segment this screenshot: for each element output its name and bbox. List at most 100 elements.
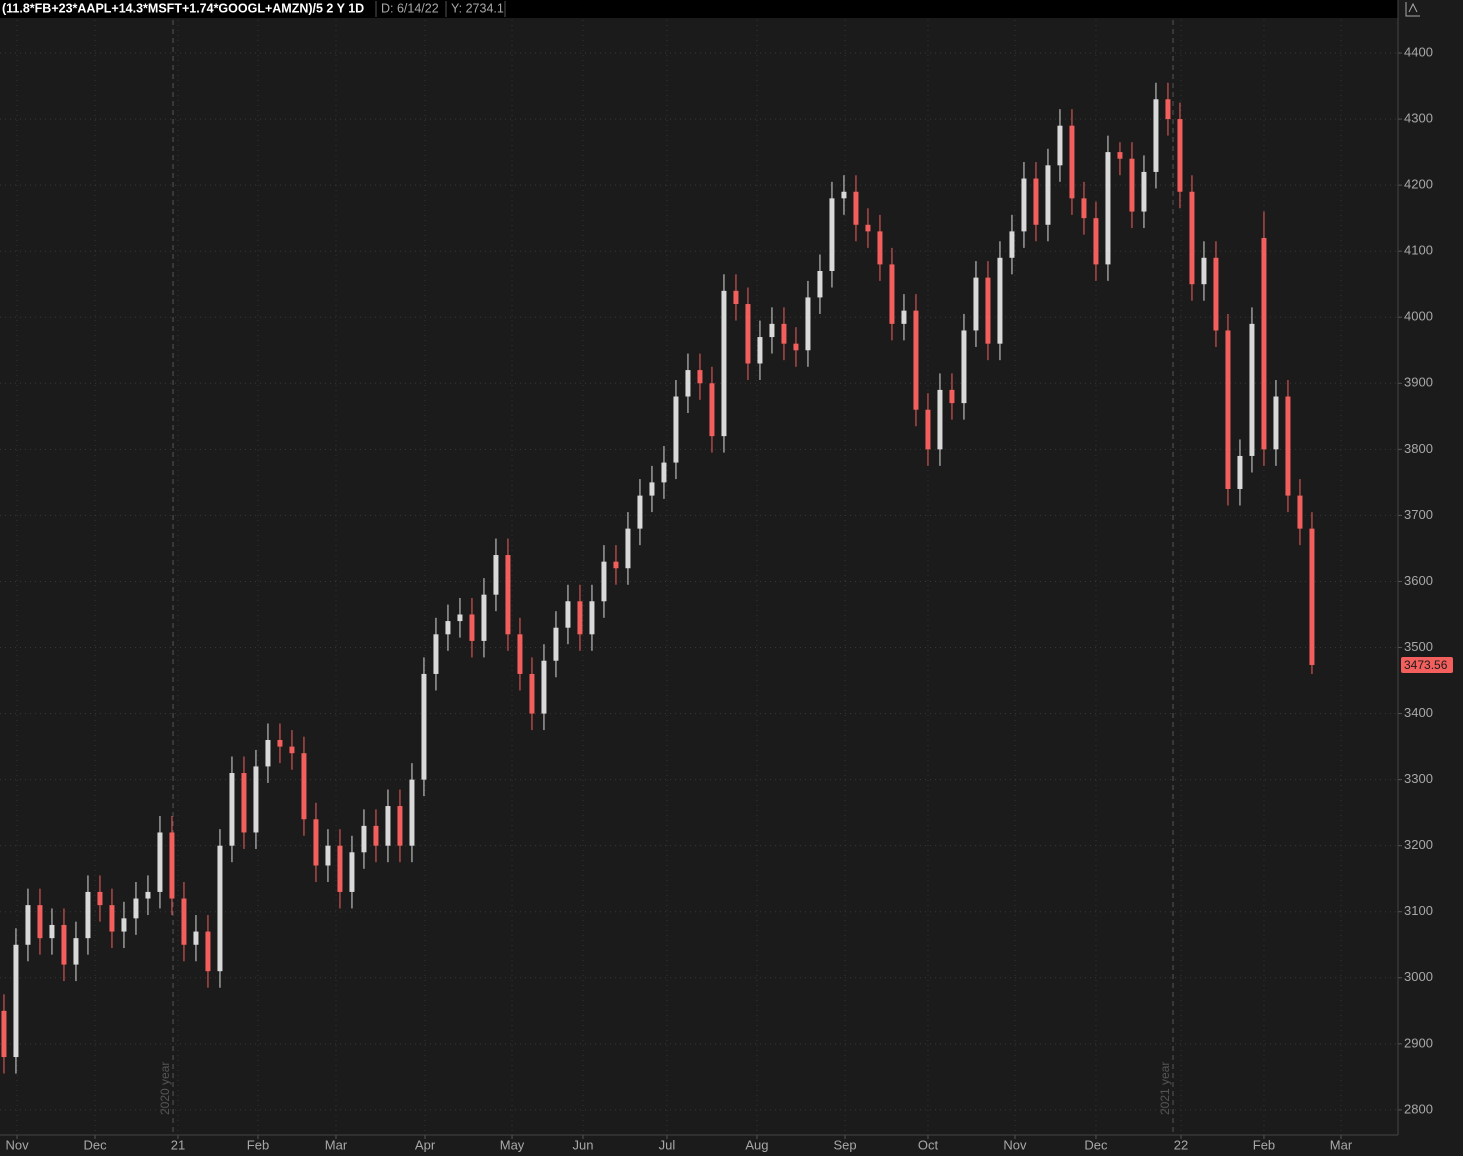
candle-body xyxy=(853,191,859,225)
candle-body xyxy=(49,924,55,939)
candle-body xyxy=(637,495,643,529)
year-label: 2020 year xyxy=(158,1062,172,1115)
candle-body xyxy=(1273,396,1279,450)
x-tick-label: Feb xyxy=(247,1137,269,1152)
scale-icon[interactable] xyxy=(1405,2,1420,17)
y-tick-label: 4300 xyxy=(1404,111,1433,126)
candle-body xyxy=(217,845,223,972)
candle-body xyxy=(769,323,775,338)
last-price-label: 3473.56 xyxy=(1404,658,1448,672)
candle-body xyxy=(1021,178,1027,232)
candle-body xyxy=(313,819,319,866)
candle-body xyxy=(1093,218,1099,265)
candle-body xyxy=(445,621,451,635)
candle-body xyxy=(985,277,991,344)
candle-body xyxy=(493,555,499,595)
candle-body xyxy=(829,198,835,272)
candle-body xyxy=(505,555,511,635)
y-tick-label: 3200 xyxy=(1404,837,1433,852)
x-tick-label: 22 xyxy=(1174,1137,1188,1152)
y-tick-label: 4200 xyxy=(1404,177,1433,192)
candle-body xyxy=(193,931,199,945)
candle-body xyxy=(181,898,187,945)
candle-body xyxy=(469,614,475,641)
candle-body xyxy=(229,773,235,846)
candle-body xyxy=(889,264,895,324)
candle-body xyxy=(757,337,763,364)
y-tick-label: 3500 xyxy=(1404,639,1433,654)
candle-body xyxy=(1285,396,1291,496)
candle-body xyxy=(1105,152,1111,265)
y-tick-label: 4400 xyxy=(1404,44,1433,59)
candle-body xyxy=(85,891,91,939)
candle-body xyxy=(673,396,679,463)
x-tick-label: Oct xyxy=(918,1137,939,1152)
y-tick-label: 3900 xyxy=(1404,375,1433,390)
candle-body xyxy=(169,832,175,899)
candle-body xyxy=(1045,165,1051,225)
candle-body xyxy=(481,594,487,641)
y-tick-label: 3000 xyxy=(1404,969,1433,984)
candle-body xyxy=(925,409,931,450)
x-tick-label: 21 xyxy=(171,1137,185,1152)
candle-body xyxy=(973,277,979,331)
candle-body xyxy=(1069,125,1075,199)
candle-body xyxy=(1057,125,1063,166)
candle-body xyxy=(517,634,523,674)
candle-body xyxy=(409,779,415,846)
candle-body xyxy=(949,389,955,404)
x-tick-label: Feb xyxy=(1253,1137,1275,1152)
candle-body xyxy=(109,905,115,932)
candle-body xyxy=(97,891,103,906)
y-tick-label: 2800 xyxy=(1404,1101,1433,1116)
candle-body xyxy=(1177,119,1183,192)
candle-body xyxy=(1201,257,1207,285)
candle-body xyxy=(1189,191,1195,285)
candle-body xyxy=(361,825,367,853)
y-tick-label: 4100 xyxy=(1404,243,1433,258)
x-tick-label: Jun xyxy=(572,1137,593,1152)
candle-body xyxy=(397,806,403,846)
candle-body xyxy=(301,753,307,820)
candle-body xyxy=(325,845,331,866)
candle-body xyxy=(61,924,67,965)
candle-body xyxy=(1141,171,1147,212)
candle-body xyxy=(1117,152,1123,159)
candle-body xyxy=(709,383,715,437)
date-readout: D: 6/14/22 xyxy=(381,1,439,15)
y-tick-label: 2900 xyxy=(1404,1035,1433,1050)
x-tick-label: Mar xyxy=(325,1137,348,1152)
candle-body xyxy=(1249,323,1255,456)
candle-body xyxy=(457,614,463,622)
candle-body xyxy=(289,746,295,754)
candle-body xyxy=(877,231,883,265)
candle-body xyxy=(1261,237,1267,450)
candle-body xyxy=(133,898,139,919)
candle-body xyxy=(37,905,43,939)
x-tick-label: Dec xyxy=(1084,1137,1108,1152)
candle-body xyxy=(1081,198,1087,219)
x-tick-label: Jul xyxy=(659,1137,676,1152)
y-tick-label: 3300 xyxy=(1404,771,1433,786)
candle-body xyxy=(385,806,391,846)
candle-body xyxy=(1297,495,1303,529)
candle-body xyxy=(613,561,619,569)
candle-body xyxy=(253,766,259,833)
candle-body xyxy=(265,739,271,767)
x-tick-label: Aug xyxy=(745,1137,768,1152)
candle-body xyxy=(25,905,31,945)
candle-body xyxy=(745,304,751,364)
candle-body xyxy=(1033,178,1039,225)
candle-body xyxy=(1129,158,1135,212)
candle-body xyxy=(649,482,655,496)
candle-body xyxy=(913,310,919,410)
x-tick-label: Mar xyxy=(1330,1137,1353,1152)
y-readout: Y: 2734.1 xyxy=(451,1,504,15)
candle-body xyxy=(277,739,283,747)
candle-body xyxy=(1165,99,1171,120)
candle-body xyxy=(577,601,583,635)
candle-body xyxy=(841,191,847,199)
candle-body xyxy=(1237,455,1243,489)
candle-body xyxy=(601,561,607,602)
